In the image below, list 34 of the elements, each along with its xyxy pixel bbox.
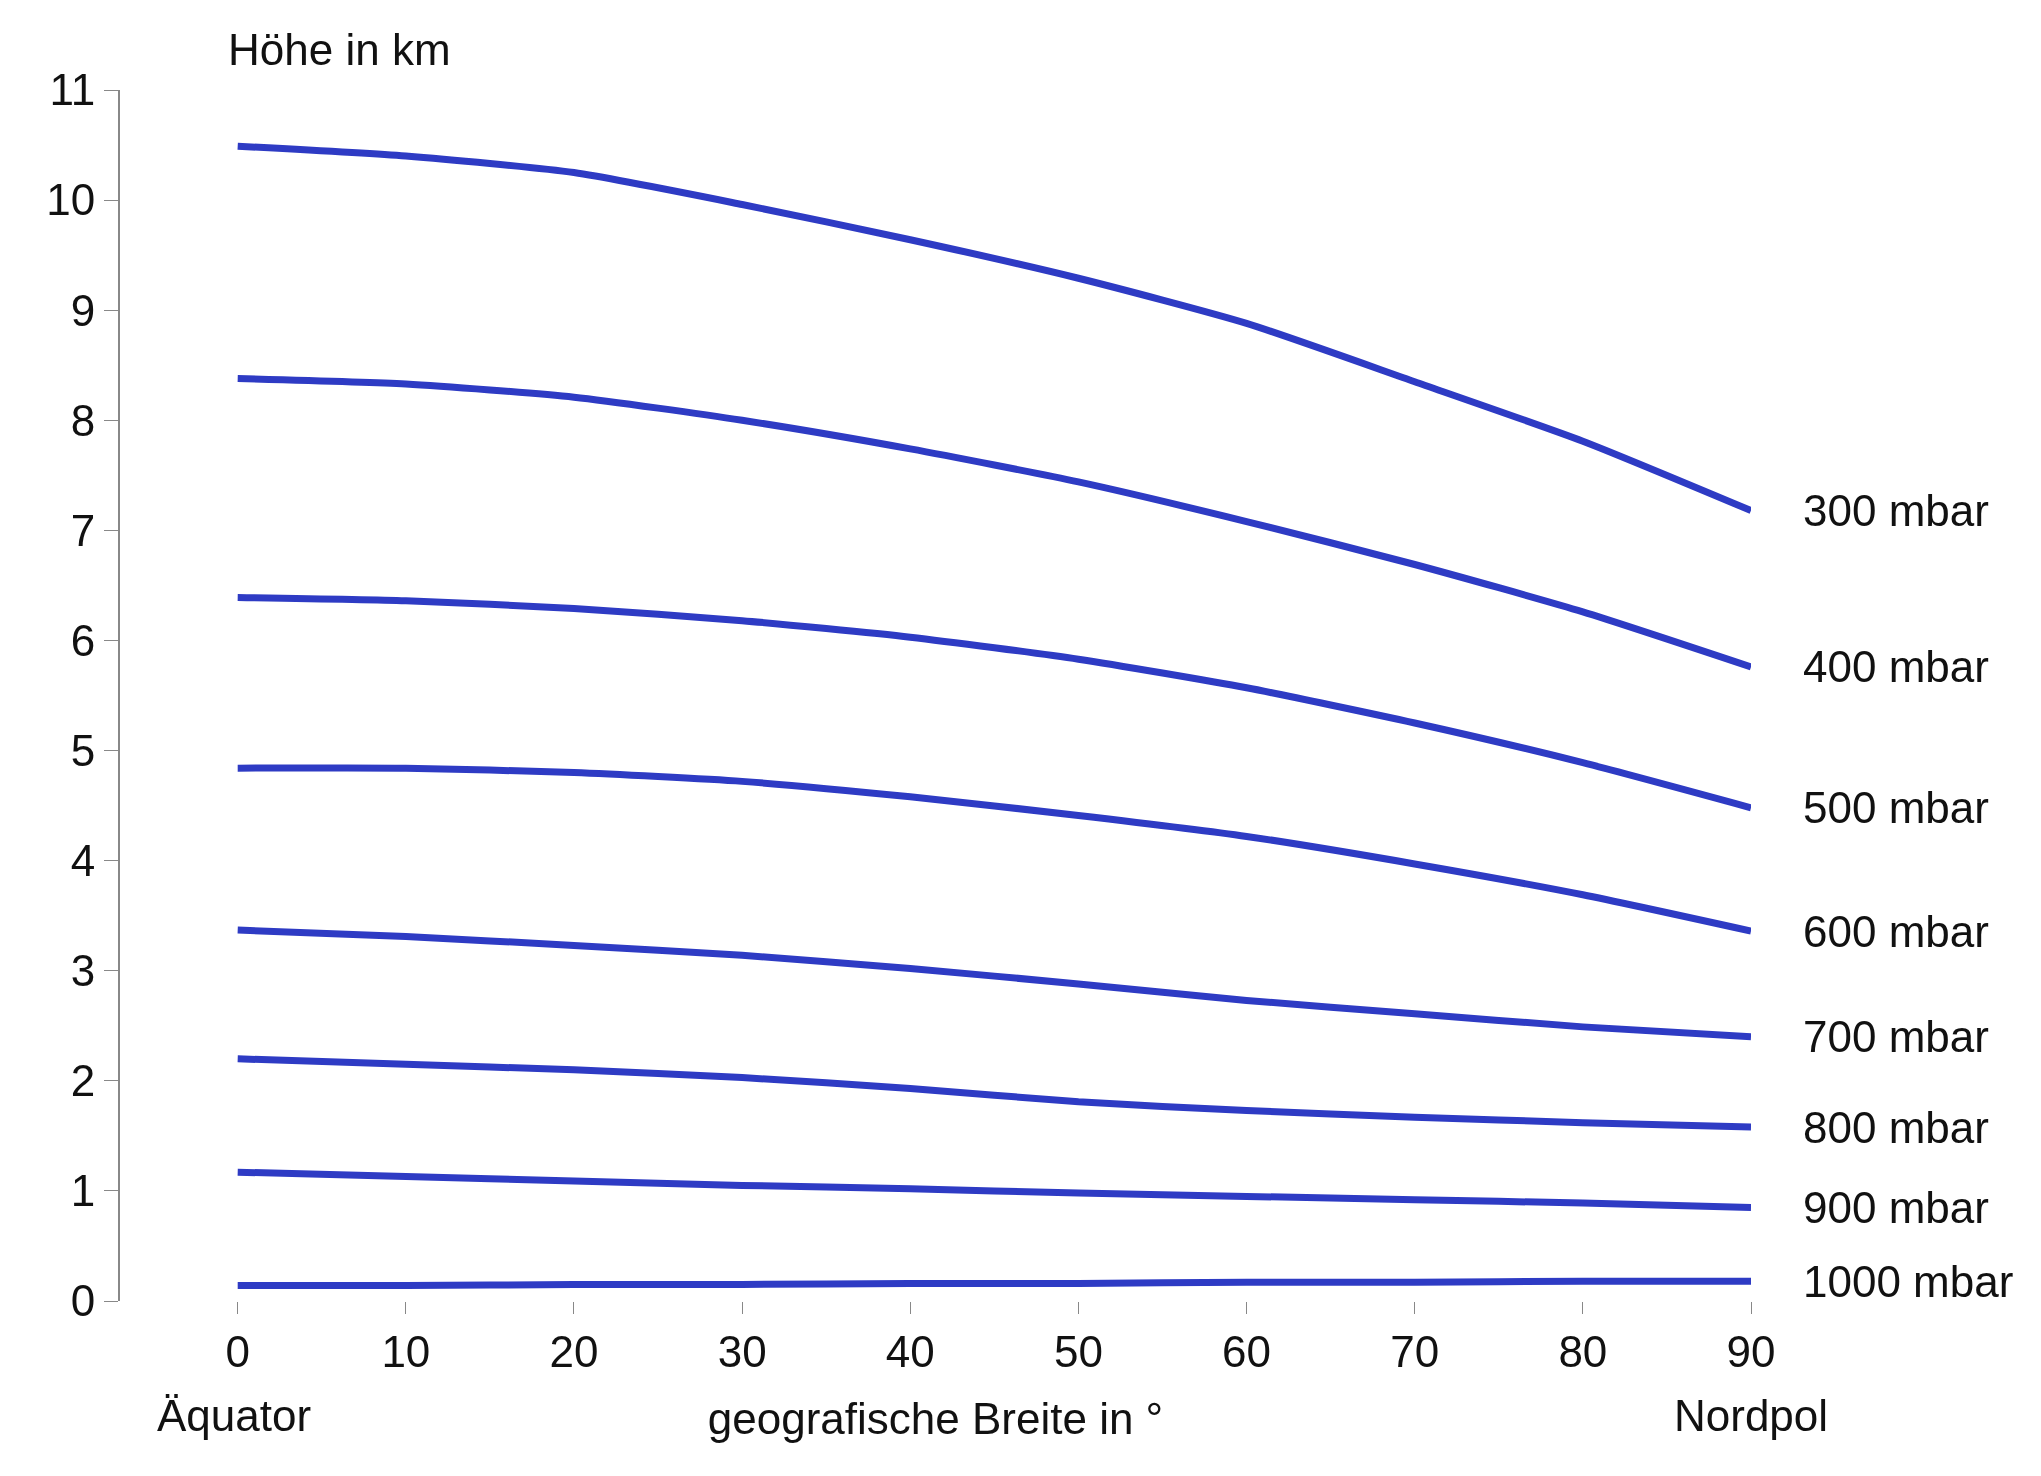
series-label: 600 mbar: [1803, 907, 1989, 956]
y-tick-label: 8: [70, 395, 96, 445]
series-label: 300 mbar: [1803, 486, 1989, 535]
y-tick-label: 6: [70, 615, 96, 665]
x-axis-title: geografische Breite in °: [707, 1394, 1164, 1444]
text: Nordpol: [1674, 1391, 1829, 1440]
x-tick-label: 50: [1053, 1326, 1103, 1376]
y-tick-label: 5: [70, 725, 96, 775]
y-tick-label: 2: [70, 1056, 96, 1106]
y-tick-label: 10: [46, 175, 96, 225]
x-tick-label: 80: [1558, 1326, 1608, 1376]
y-tick-label: 3: [70, 946, 96, 996]
x-tick-label: 60: [1222, 1326, 1272, 1376]
y-axis-title: Höhe in km: [228, 25, 451, 74]
series-label: 700 mbar: [1803, 1012, 1989, 1061]
series-label: 800 mbar: [1803, 1103, 1989, 1152]
series-label: 900 mbar: [1803, 1183, 1989, 1232]
y-tick-label: 0: [70, 1276, 96, 1326]
x-tick-label: 90: [1726, 1326, 1776, 1376]
y-tick-label: 11: [49, 65, 96, 115]
x-tick-label: 10: [381, 1326, 431, 1376]
x-tick-label: 0: [225, 1326, 250, 1376]
text: Äquator: [157, 1391, 312, 1440]
x-tick-label: 40: [885, 1326, 935, 1376]
x-tick-label: 20: [549, 1326, 599, 1376]
series-label: 400 mbar: [1803, 642, 1989, 691]
y-tick-label: 1: [70, 1166, 96, 1216]
series-label: 1000 mbar: [1803, 1257, 2014, 1306]
x-tick-label: 30: [717, 1326, 767, 1376]
y-tick-label: 7: [70, 505, 96, 555]
y-tick-label: 9: [70, 285, 96, 335]
series-label: 500 mbar: [1803, 783, 1989, 832]
x-tick-label: 70: [1390, 1326, 1440, 1376]
y-tick-label: 4: [70, 836, 96, 886]
